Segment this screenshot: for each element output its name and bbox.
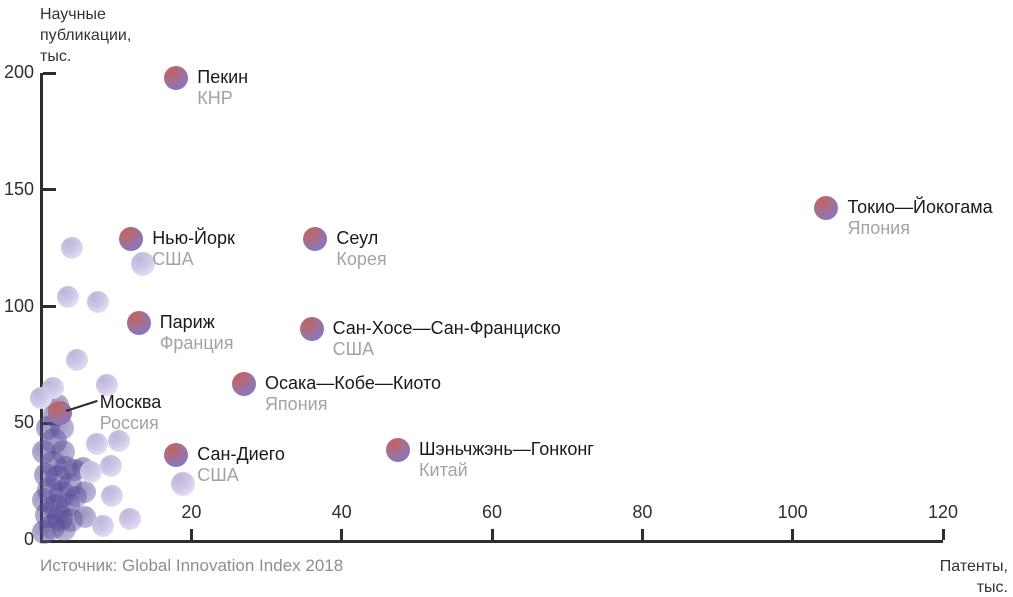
city-bubble	[164, 65, 189, 90]
city-label: Москва	[99, 391, 162, 412]
background-bubble	[57, 286, 80, 309]
source-note: Источник: Global Innovation Index 2018	[40, 556, 344, 575]
y-tick	[43, 188, 56, 192]
x-axis-title-line: тыс.	[976, 579, 1008, 596]
cluster-bubble	[74, 505, 97, 528]
country-label: Япония	[847, 218, 910, 239]
background-bubble	[60, 237, 83, 260]
background-bubble	[66, 349, 89, 372]
x-tick	[340, 529, 344, 540]
y-axis-title-line: Научные	[40, 6, 106, 23]
y-axis-line	[40, 73, 43, 543]
background-bubble	[96, 373, 119, 396]
city-bubble	[303, 226, 328, 251]
background-bubble	[118, 507, 141, 530]
y-tick-label: 100	[3, 295, 34, 316]
background-bubble	[108, 429, 131, 452]
x-tick-label: 60	[481, 502, 503, 522]
country-label: Россия	[99, 412, 159, 433]
y-axis-title-line: публикации,	[40, 27, 132, 44]
x-tick-label: 40	[331, 502, 352, 522]
x-tick-label: 100	[777, 502, 808, 522]
country-label: Китай	[419, 460, 468, 481]
city-bubble	[386, 438, 411, 463]
background-bubble	[87, 290, 110, 313]
background-bubble	[100, 484, 123, 507]
x-tick	[490, 529, 494, 540]
cluster-bubble	[74, 481, 97, 504]
country-label: США	[152, 248, 194, 269]
y-tick	[43, 305, 56, 308]
x-tick-label: 80	[632, 502, 653, 522]
x-tick	[640, 529, 644, 540]
city-label: Сан-Хосе—Сан-Франциско	[332, 317, 561, 338]
x-tick	[791, 529, 795, 540]
x-tick	[941, 529, 945, 540]
city-label: Нью-Йорк	[152, 227, 235, 248]
city-label: Токио—Йокогама	[847, 197, 993, 218]
city-label: Осака—Кобе—Киото	[264, 372, 442, 393]
city-bubble	[126, 310, 151, 335]
y-tick	[43, 71, 56, 75]
city-bubble	[299, 316, 324, 341]
city-label: Париж	[159, 311, 215, 332]
x-tick-label: 120	[927, 502, 959, 522]
background-bubble	[91, 514, 114, 537]
background-bubble	[171, 471, 196, 496]
country-label: Корея	[336, 248, 387, 269]
x-axis-title: Патенты, тыс.	[940, 556, 1008, 597]
city-bubble	[814, 196, 839, 221]
y-tick-label: 150	[3, 178, 34, 199]
country-label: США	[197, 464, 239, 485]
y-tick-label: 200	[3, 62, 34, 82]
y-axis-title-line: тыс.	[40, 48, 72, 65]
y-tick-label: 50	[13, 412, 34, 433]
city-bubble	[47, 400, 72, 425]
country-label: Япония	[264, 393, 328, 414]
x-tick-label: 20	[181, 502, 202, 522]
cluster-bubble	[32, 519, 56, 544]
city-label: Сан-Диего	[197, 443, 285, 464]
background-bubble	[131, 252, 156, 277]
x-tick	[189, 529, 193, 540]
country-label: США	[332, 338, 375, 359]
x-axis-line	[40, 540, 943, 543]
country-label: Франция	[159, 332, 234, 353]
background-bubble	[30, 386, 52, 409]
background-bubble	[85, 433, 108, 456]
y-axis-title: Научные публикации, тыс.	[40, 4, 131, 67]
background-bubble	[79, 461, 102, 484]
city-label: Пекин	[197, 66, 249, 87]
cluster-bubble	[52, 517, 77, 542]
background-bubble	[99, 455, 122, 478]
x-axis-title-line: Патенты,	[939, 558, 1008, 575]
city-bubble	[119, 226, 144, 251]
country-label: КНР	[197, 87, 233, 108]
city-bubble	[231, 371, 256, 396]
y-tick-label: 0	[23, 529, 34, 549]
city-label: Сеул	[336, 227, 379, 248]
city-label: Шэньчжэнь—Гонконг	[419, 439, 594, 460]
city-bubble	[164, 442, 189, 467]
